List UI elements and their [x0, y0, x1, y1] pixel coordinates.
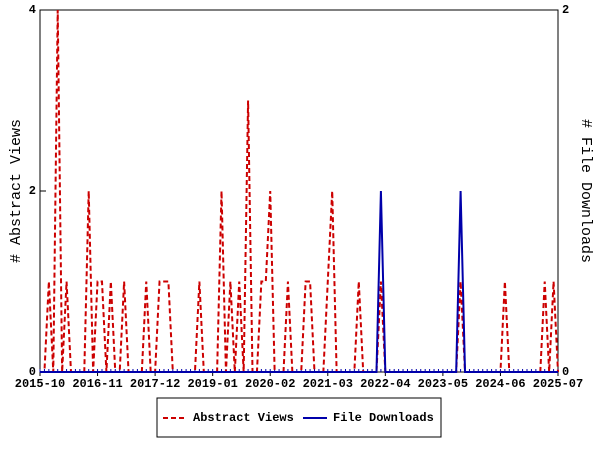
- x-tick-label: 2016-11: [72, 377, 122, 391]
- series-line: [40, 9, 559, 373]
- x-tick-label: 2025-07: [533, 377, 583, 391]
- x-tick-label: 2024-06: [475, 377, 525, 391]
- series-line: [40, 190, 558, 373]
- y-tick-label: 4: [29, 3, 36, 17]
- legend-label: File Downloads: [333, 411, 434, 425]
- y-tick-label: 0: [29, 365, 36, 379]
- y-axis-label: # Abstract Views: [8, 119, 25, 263]
- x-tick-label: 2022-04: [360, 377, 410, 391]
- y2-tick-label: 0: [562, 365, 569, 379]
- y-tick-label: 2: [29, 184, 36, 198]
- x-tick-label: 2015-10: [15, 377, 65, 391]
- x-tick-label: 2020-02: [245, 377, 295, 391]
- legend-label: Abstract Views: [193, 411, 294, 425]
- plot-frame: [39, 9, 559, 373]
- x-tick-label: 2023-05: [418, 377, 468, 391]
- y2-tick-label: 2: [562, 3, 569, 17]
- x-tick-label: 2021-03: [303, 377, 353, 391]
- x-tick-label: 2017-12: [130, 377, 180, 391]
- x-tick-label: 2019-01: [187, 377, 237, 391]
- y2-axis-label: # File Downloads: [577, 119, 594, 263]
- legend: [156, 397, 442, 438]
